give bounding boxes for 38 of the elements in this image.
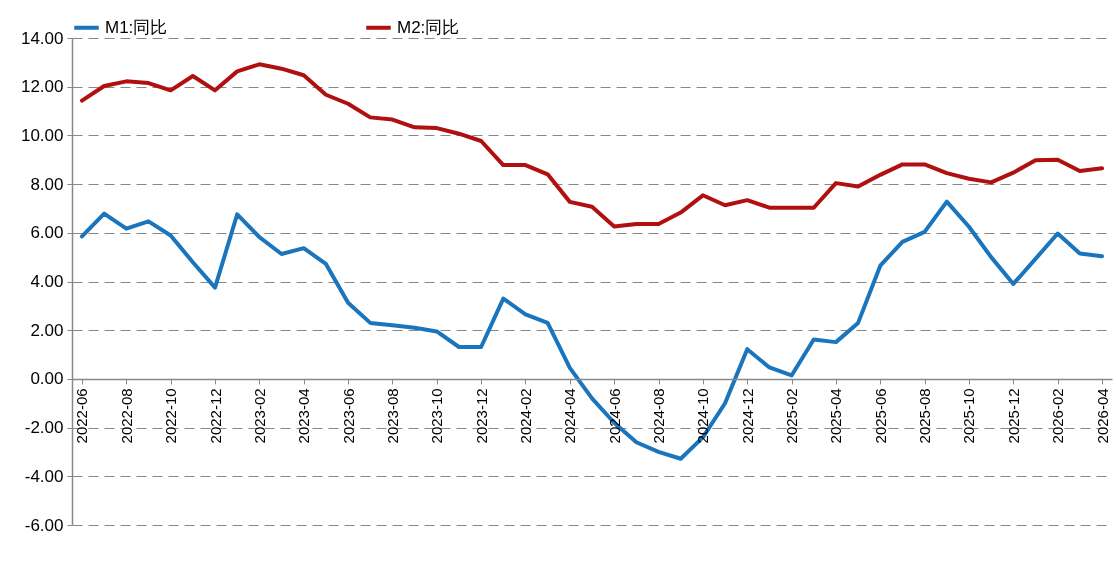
x-tick-label: 2024-02 — [516, 388, 534, 444]
x-tick-label: 2023-12 — [472, 388, 490, 444]
y-tick-label: 6.00 — [30, 223, 64, 243]
x-tick-label: 2024-04 — [561, 388, 579, 444]
y-tick-label: 8.00 — [30, 174, 64, 194]
x-tick-label: 2023-10 — [428, 388, 446, 444]
x-tick-label: 2025-08 — [916, 388, 934, 444]
x-tick-label: 2023-06 — [339, 388, 357, 444]
y-tick-label: -6.00 — [24, 515, 64, 535]
x-tick-label: 2022-12 — [206, 388, 224, 444]
x-tick-label: 2022-08 — [117, 388, 135, 444]
x-tick-label: 2026-02 — [1049, 388, 1067, 444]
x-tick-label: 2025-12 — [1004, 388, 1022, 444]
x-tick-label: 2023-02 — [250, 388, 268, 444]
y-tick-label: 4.00 — [30, 272, 64, 291]
y-tick-label: 2.00 — [30, 320, 64, 340]
line-series — [79, 62, 1105, 229]
y-tick-label: 10.00 — [20, 125, 64, 145]
x-tick-label: 2024-12 — [738, 388, 756, 444]
x-tick-label: 2022-06 — [73, 388, 91, 444]
y-tick-label: 14.00 — [20, 28, 64, 48]
y-tick-label: -2.00 — [24, 418, 64, 438]
x-tick-label: 2024-08 — [650, 388, 668, 444]
y-tick-label: 12.00 — [20, 77, 64, 97]
x-tick-label: 2026-04 — [1093, 388, 1111, 444]
legend-label: M1:同比 — [105, 17, 168, 37]
x-tick-label: 2023-08 — [383, 388, 401, 444]
legend-label: M2:同比 — [397, 17, 460, 37]
x-tick-label: 2024-10 — [694, 388, 712, 444]
x-tick-label: 2024-06 — [605, 388, 623, 444]
x-tick-label: 2025-10 — [960, 388, 978, 444]
y-tick-label: 0.00 — [30, 369, 64, 389]
x-tick-label: 2023-04 — [295, 388, 313, 444]
x-tick-label: 2025-06 — [871, 388, 889, 444]
x-tick-label: 2025-04 — [827, 388, 845, 444]
y-tick-label: -4.00 — [24, 466, 64, 486]
x-tick-label: 2025-02 — [783, 388, 801, 444]
x-tick-label: 2022-10 — [162, 388, 180, 444]
